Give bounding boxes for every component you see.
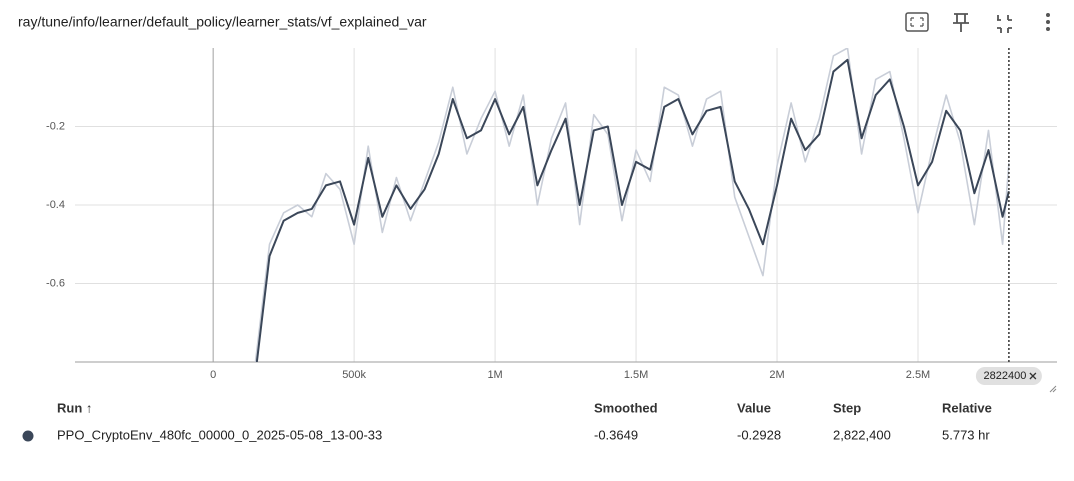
- run-color-dot: [22, 430, 34, 442]
- plot-area: [254, 48, 1010, 362]
- cursor-close[interactable]: [1029, 372, 1037, 380]
- chart-title: ray/tune/info/learner/default_policy/lea…: [18, 14, 427, 30]
- raw-value: -0.2928: [737, 427, 781, 442]
- step-value: 2,822,400: [833, 427, 891, 442]
- grid: [75, 48, 1057, 362]
- table-header: Smoothed: [594, 400, 658, 415]
- x-tick-label: 1.5M: [624, 369, 648, 381]
- pin-button[interactable]: [953, 13, 969, 32]
- x-tick-label: 1M: [487, 369, 502, 381]
- smoothed-value: -0.3649: [594, 427, 638, 442]
- table-header: Relative: [942, 400, 992, 415]
- hover-cursor: 2822400: [975, 48, 1042, 385]
- series-line: [254, 48, 1010, 362]
- table-header: Value: [737, 400, 771, 415]
- x-tick-label: 2M: [769, 369, 784, 381]
- run-name: PPO_CryptoEnv_480fc_00000_0_2025-05-08_1…: [57, 427, 382, 442]
- fullscreen-button[interactable]: [905, 12, 929, 32]
- series-line: [255, 58, 1010, 362]
- more-button[interactable]: [1046, 13, 1050, 31]
- table-header: Step: [833, 400, 861, 415]
- x-tick-label: 2.5M: [906, 369, 930, 381]
- x-tick-label: 500k: [342, 369, 366, 381]
- cursor-label: 2822400: [983, 370, 1026, 382]
- table-header[interactable]: Run ↑: [57, 400, 92, 415]
- resize-handle[interactable]: [1049, 385, 1057, 393]
- y-tick-label: -0.4: [46, 199, 65, 211]
- y-tick-label: -0.2: [46, 120, 65, 132]
- fit-button[interactable]: [997, 15, 1012, 33]
- cursor-chip: [975, 367, 1042, 385]
- x-tick-label: 0: [210, 369, 216, 381]
- y-tick-label: -0.6: [46, 277, 65, 289]
- relative-time: 5.773 hr: [942, 427, 990, 442]
